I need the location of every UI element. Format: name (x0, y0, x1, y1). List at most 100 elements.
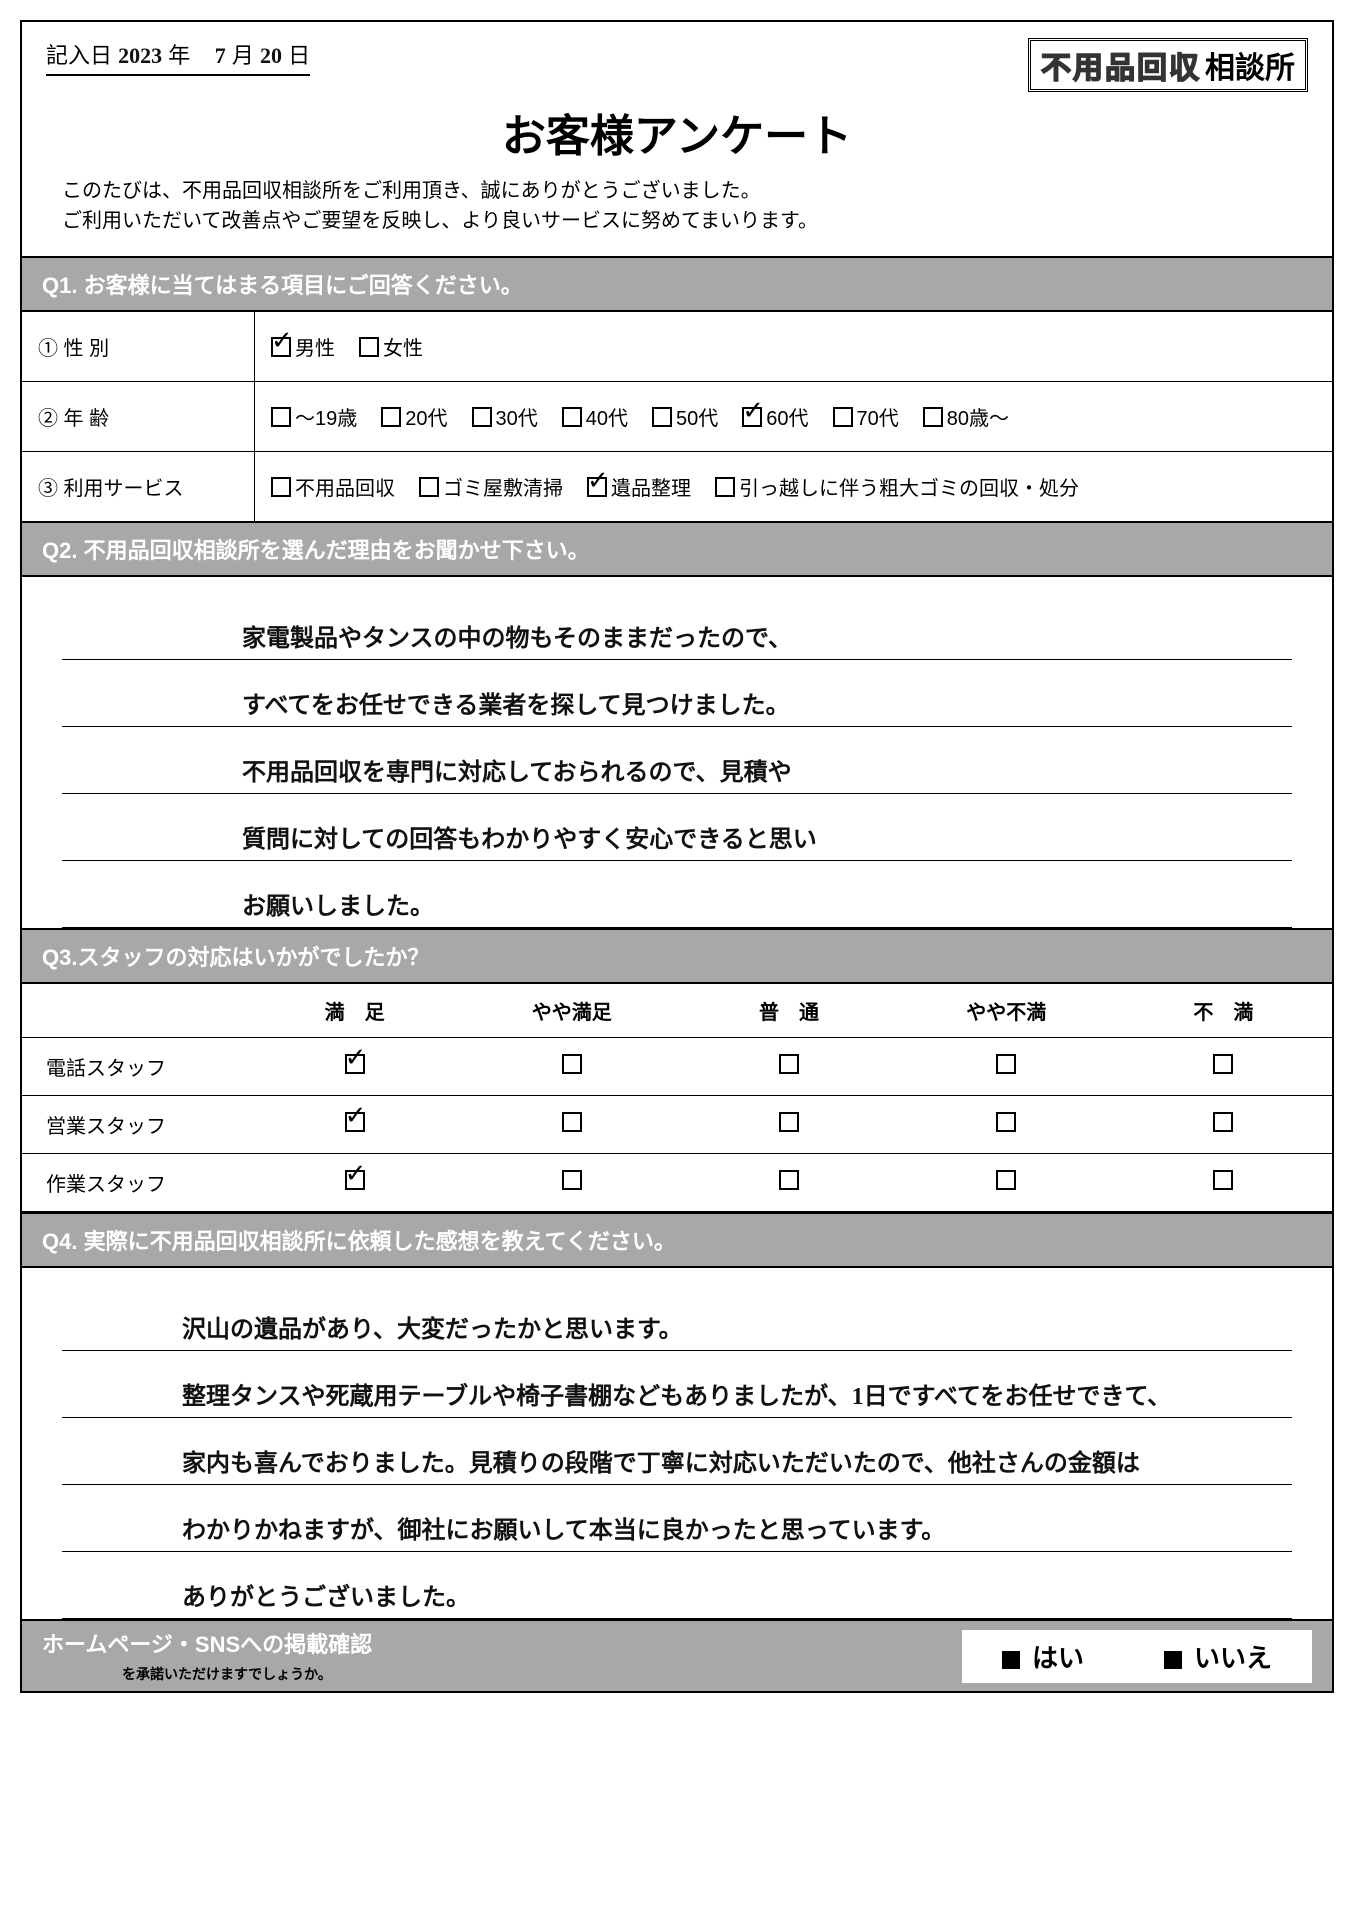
checkbox-option[interactable]: 50代 (652, 402, 718, 431)
logo-outline-text: 不用品回収 (1041, 43, 1201, 87)
logo-solid-text: 相談所 (1205, 43, 1295, 87)
option-label: 70代 (857, 402, 899, 431)
checkbox-icon (472, 407, 492, 427)
checkbox-option[interactable]: 〜19歳 (271, 402, 357, 431)
checkbox-icon (359, 337, 379, 357)
checkbox-icon: ✓ (345, 1054, 365, 1074)
checkbox-option[interactable]: 80歳〜 (923, 402, 1009, 431)
q3-column-header: 満 足 (246, 996, 463, 1025)
q3-cell[interactable] (463, 1112, 680, 1138)
q4-body: 沢山の遺品があり、大変だったかと思います。整理タンスや死蔵用テーブルや椅子書棚な… (22, 1268, 1332, 1619)
q3-cell[interactable] (463, 1170, 680, 1196)
option-label: 不用品回収 (295, 472, 395, 501)
q3-row: 電話スタッフ ✓ (22, 1038, 1332, 1096)
q3-row: 作業スタッフ ✓ (22, 1154, 1332, 1212)
checkbox-option[interactable]: 女性 (359, 332, 423, 361)
survey-sheet: 記入日 2023 年 7 月 20 日 不用品回収 相談所 お客様アンケート こ… (20, 20, 1334, 1693)
q3-row-label: 電話スタッフ (22, 1052, 246, 1081)
q3-cell[interactable]: ✓ (246, 1170, 463, 1196)
q3-cell[interactable] (1115, 1170, 1332, 1196)
q3-cell[interactable] (463, 1054, 680, 1080)
q3-column-header: やや不満 (898, 996, 1115, 1025)
entry-date-line: 記入日 2023 年 7 月 20 日 (46, 38, 310, 76)
q1-row-options: 〜19歳 20代 30代 40代 50代 ✓ 60代 70代 80歳〜 (255, 382, 1332, 451)
answer-line: お願いしました。 (62, 861, 1292, 928)
answer-line: ありがとうございました。 (62, 1552, 1292, 1619)
q1-row-label: ① 性 別 (22, 312, 255, 381)
q3-heading: Q3.スタッフの対応はいかがでしたか？ (22, 928, 1332, 984)
q3-row-label: 営業スタッフ (22, 1110, 246, 1139)
checkmark-icon: ✓ (587, 465, 609, 496)
checkbox-option[interactable]: 不用品回収 (271, 472, 395, 501)
q3-cell[interactable] (680, 1054, 897, 1080)
q3-cell[interactable] (1115, 1112, 1332, 1138)
answer-line: 整理タンスや死蔵用テーブルや椅子書棚などもありましたが、1日ですべてをお任せでき… (62, 1351, 1292, 1418)
final-sub: を承諾いただけますでしょうか。 (122, 1666, 332, 1682)
checkbox-option[interactable]: 引っ越しに伴う粗大ゴミの回収・処分 (715, 472, 1079, 501)
checkbox-option[interactable]: 20代 (381, 402, 447, 431)
q1-row: ① 性 別✓ 男性 女性 (22, 312, 1332, 382)
checkmark-icon: ✓ (271, 325, 293, 356)
option-label: 80歳〜 (947, 402, 1009, 431)
checkmark-icon: ✓ (345, 1042, 367, 1073)
answer-line: 質問に対しての回答もわかりやすく安心できると思い (62, 794, 1292, 861)
q3-cell[interactable] (898, 1112, 1115, 1138)
checkbox-option[interactable]: ゴミ屋敷清掃 (419, 472, 563, 501)
checkbox-icon: ✓ (587, 477, 607, 497)
q1-row-label: ③ 利用サービス (22, 452, 255, 521)
q3-cell[interactable] (898, 1054, 1115, 1080)
checkbox-icon: ✓ (345, 1170, 365, 1190)
option-label: 引っ越しに伴う粗大ゴミの回収・処分 (739, 472, 1079, 501)
option-label: 50代 (676, 402, 718, 431)
checkbox-icon (996, 1170, 1016, 1190)
q1-heading: Q1. お客様に当てはまる項目にご回答ください。 (22, 256, 1332, 312)
answer-line: 家内も喜んでおりました。見積りの段階で丁寧に対応いただいたので、他社さんの金額は (62, 1418, 1292, 1485)
checkbox-icon (833, 407, 853, 427)
q3-cell[interactable] (1115, 1054, 1332, 1080)
checkbox-icon (923, 407, 943, 427)
q3-cell[interactable]: ✓ (246, 1112, 463, 1138)
checkbox-icon (562, 1054, 582, 1074)
checkbox-option[interactable]: 30代 (472, 402, 538, 431)
q3-row: 営業スタッフ✓ (22, 1096, 1332, 1154)
checkbox-option[interactable]: ✓ 遺品整理 (587, 472, 691, 501)
q3-cell[interactable] (680, 1112, 897, 1138)
option-label: 男性 (295, 332, 335, 361)
intro-text: このたびは、不用品回収相談所をご利用頂き、誠にありがとうございました。 ご利用い… (22, 176, 1332, 256)
filled-box-icon (1164, 1651, 1182, 1669)
option-label: 女性 (383, 332, 423, 361)
checkbox-icon (381, 407, 401, 427)
page-title: お客様アンケート (22, 100, 1332, 164)
final-yes-option[interactable]: はい (1002, 1638, 1084, 1675)
q3-cell[interactable]: ✓ (246, 1054, 463, 1080)
checkbox-icon (996, 1054, 1016, 1074)
q3-cell[interactable] (898, 1170, 1115, 1196)
checkmark-icon: ✓ (742, 395, 764, 426)
q3-row-label: 作業スタッフ (22, 1168, 246, 1197)
company-logo: 不用品回収 相談所 (1028, 38, 1308, 92)
checkbox-icon (715, 477, 735, 497)
checkbox-option[interactable]: 40代 (562, 402, 628, 431)
checkbox-option[interactable]: ✓ 60代 (742, 402, 808, 431)
option-label: 40代 (586, 402, 628, 431)
final-no-option[interactable]: いいえ (1164, 1638, 1272, 1675)
day-value: 20 (260, 43, 282, 68)
answer-line: 不用品回収を専門に対応しておられるので、見積や (62, 727, 1292, 794)
q2-heading: Q2. 不用品回収相談所を選んだ理由をお聞かせ下さい。 (22, 521, 1332, 577)
option-label: 20代 (405, 402, 447, 431)
option-label: ゴミ屋敷清掃 (443, 472, 563, 501)
checkbox-option[interactable]: 70代 (833, 402, 899, 431)
checkbox-icon (996, 1112, 1016, 1132)
checkbox-option[interactable]: ✓ 男性 (271, 332, 335, 361)
q1-row-options: ✓ 男性 女性 (255, 312, 1332, 381)
q1-row-label: ② 年 齢 (22, 382, 255, 451)
year-suffix: 年 (168, 43, 190, 68)
option-label: 60代 (766, 402, 808, 431)
checkbox-icon (562, 1112, 582, 1132)
checkbox-icon: ✓ (271, 337, 291, 357)
checkbox-icon (1213, 1112, 1233, 1132)
option-label: 30代 (496, 402, 538, 431)
checkbox-icon (562, 1170, 582, 1190)
q1-body: ① 性 別✓ 男性 女性② 年 齢 〜19歳 20代 30代 40代 50代✓ … (22, 312, 1332, 521)
q3-cell[interactable] (680, 1170, 897, 1196)
